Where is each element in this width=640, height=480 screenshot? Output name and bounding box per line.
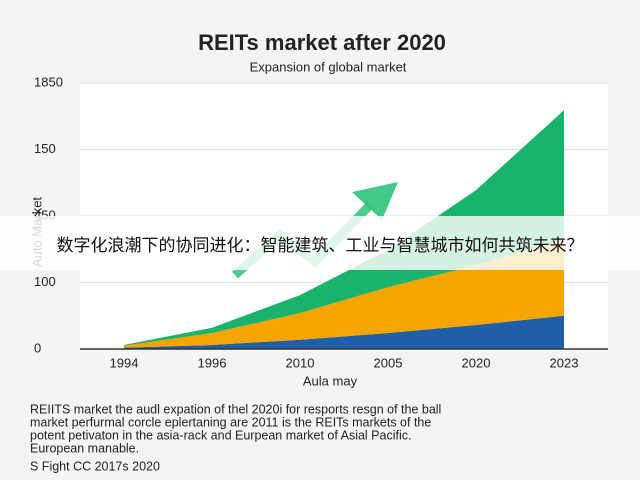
caption-line: S Fight CC 2017s 2020 (30, 459, 160, 473)
caption-line: market perfurmal corcle eplertaning are … (30, 415, 431, 429)
x-tick-label: 2020 (462, 355, 491, 370)
x-tick-label: 2010 (286, 355, 315, 370)
area (124, 315, 564, 349)
chart-subtitle: Expansion of global market (250, 59, 407, 74)
y-tick-label: 100 (34, 274, 56, 289)
y-tick-label: 150 (34, 141, 56, 156)
chart-title: REITs market after 2020 (198, 30, 446, 55)
caption-line: potent petivaton in the asia-rack and Eu… (30, 428, 411, 442)
area (124, 239, 564, 348)
x-tick-label: 2023 (550, 355, 579, 370)
x-tick-label: 1996 (198, 355, 227, 370)
x-tick-label: 1994 (110, 355, 139, 370)
y-tick-label: 1850 (34, 74, 63, 89)
y-tick-label: 0 (34, 340, 41, 355)
overlay-banner: 数字化浪潮下的协同进化：智能建筑、工业与智慧城市如何共筑未来？ (0, 216, 640, 270)
caption-line: REIITS market the audl expation of thel … (30, 402, 441, 416)
x-tick-label: 2005 (374, 355, 403, 370)
caption-line: European manable. (30, 441, 139, 455)
caption: REIITS market the audl expation of thel … (30, 402, 441, 473)
x-axis-label: Aula may (303, 373, 358, 388)
